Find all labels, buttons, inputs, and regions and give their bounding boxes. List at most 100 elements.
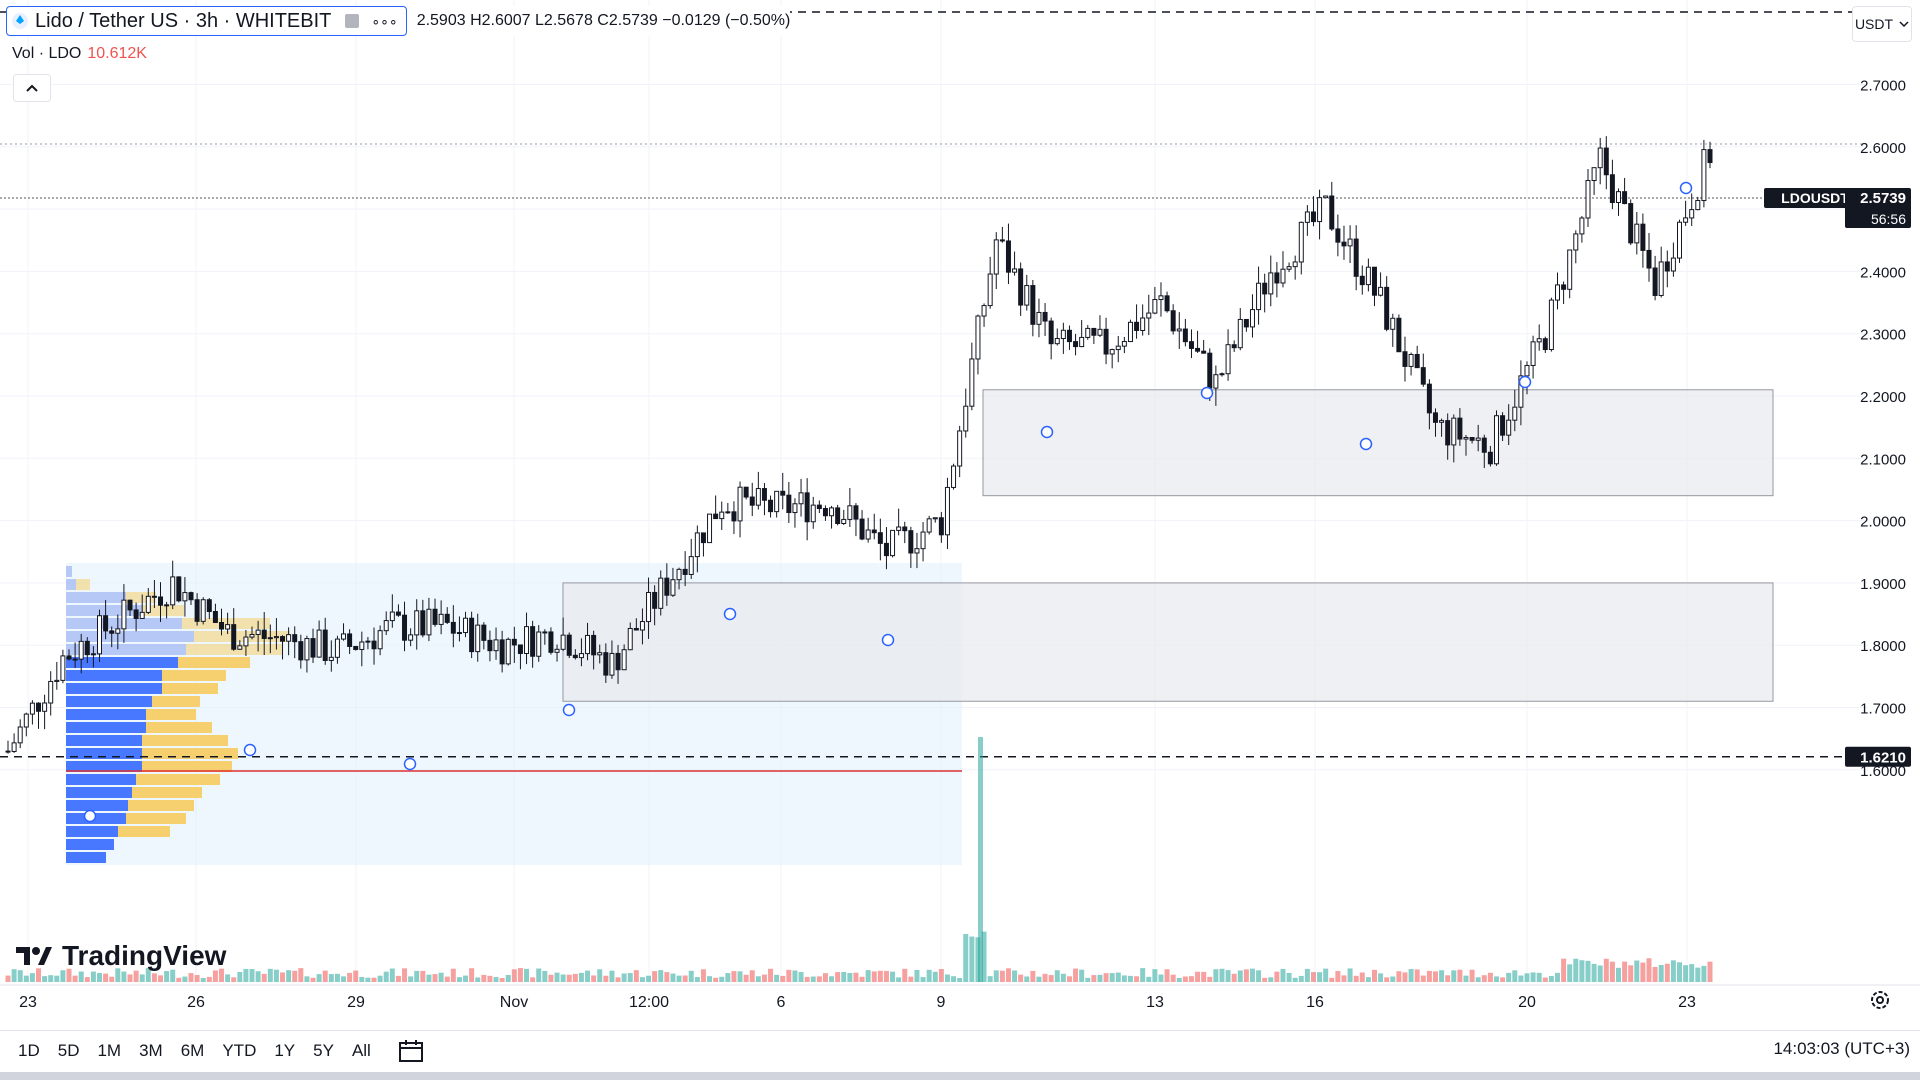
volume-bar	[1536, 972, 1542, 982]
candle-body	[103, 615, 109, 632]
candle-body	[725, 511, 731, 514]
candle-body	[1060, 329, 1066, 340]
symbol-selector[interactable]: Lido / Tether US · 3h · WHITEBIT ∘∘∘	[6, 6, 407, 36]
time-axis[interactable]: 23 26 29 Nov 12:00 6 9 13 16 20 23	[0, 984, 1920, 1011]
candle-body	[231, 624, 237, 650]
calendar-icon[interactable]	[396, 1037, 426, 1065]
price-axis[interactable]: 2.70002.60002.50002.40002.30002.20002.10…	[1764, 0, 1920, 985]
range-button-5y[interactable]: 5Y	[313, 1041, 334, 1060]
range-button-5d[interactable]: 5D	[57, 1041, 80, 1060]
candle-body	[707, 513, 713, 544]
horizontal-scrollbar[interactable]	[0, 1072, 1920, 1080]
candle-body	[420, 610, 426, 636]
volume-bar	[420, 970, 426, 982]
volume-bar	[1164, 969, 1170, 982]
candle-body	[414, 610, 420, 636]
candle-body	[1701, 149, 1707, 202]
candle-body	[1359, 275, 1365, 286]
candle-body	[926, 518, 932, 533]
candle-body	[170, 576, 176, 606]
range-button-ytd[interactable]: YTD	[222, 1041, 257, 1060]
volume-bar	[1689, 964, 1695, 982]
settings-gear-icon[interactable]	[1868, 988, 1892, 1012]
candle-body	[1207, 352, 1213, 389]
volume-bar	[1262, 977, 1268, 982]
candle-body	[176, 576, 182, 602]
candle-body	[1237, 318, 1243, 349]
volume-bar	[524, 968, 530, 982]
volume-profile-bar	[66, 852, 106, 863]
volume-profile-bar	[66, 683, 162, 694]
volume-bar	[1548, 975, 1554, 982]
candle-body	[542, 631, 548, 634]
volume-bar	[310, 977, 316, 982]
volume-bar	[1615, 967, 1621, 982]
candle-body	[273, 636, 279, 639]
candle-body	[566, 634, 572, 656]
candle-body	[585, 634, 591, 655]
volume-bar	[676, 975, 682, 982]
candle-body	[1256, 282, 1262, 311]
eye-icon[interactable]	[345, 14, 360, 28]
volume-bar	[1213, 969, 1219, 982]
candle-body	[1213, 374, 1219, 389]
collapse-legend-button[interactable]	[13, 74, 51, 102]
volume-profile-bar	[66, 670, 162, 681]
range-button-1m[interactable]: 1M	[97, 1041, 122, 1060]
volume-bar	[1109, 973, 1115, 982]
volume-bar	[652, 971, 658, 982]
volume-bar	[1237, 970, 1243, 982]
candle-body	[822, 508, 828, 517]
candle-body	[810, 504, 816, 523]
range-button-1d[interactable]: 1D	[18, 1041, 40, 1060]
clock[interactable]: 14:03:03 (UTC+3)	[1773, 1039, 1910, 1058]
volume-bar	[1365, 977, 1371, 982]
candle-body	[1481, 437, 1487, 453]
candle-body	[1347, 238, 1353, 247]
support-zone	[562, 582, 1774, 702]
volume-bar	[127, 974, 133, 982]
range-button-all[interactable]: All	[351, 1041, 371, 1060]
volume-bar	[377, 975, 383, 982]
candle-body	[90, 653, 96, 656]
candle-body	[84, 640, 90, 656]
time-tick-label: 29	[347, 994, 365, 1011]
trade-marker	[83, 809, 97, 823]
more-icon[interactable]: ∘∘∘	[371, 12, 398, 29]
volume-bar	[688, 970, 694, 982]
volume-label: Vol · LDO	[12, 45, 82, 62]
range-button-3m[interactable]: 3M	[139, 1041, 163, 1060]
currency-selector[interactable]: USDT	[1852, 6, 1912, 42]
volume-bar	[475, 977, 481, 982]
volume-profile-bar	[66, 813, 126, 824]
candle-body	[133, 609, 139, 619]
volume-bar	[334, 973, 340, 982]
candle-body	[792, 503, 798, 514]
time-tick-label: Nov	[500, 994, 528, 1011]
chart-legend: Lido / Tether US · 3h · WHITEBIT ∘∘∘ 2.5…	[6, 6, 791, 36]
zones	[562, 389, 1774, 702]
range-button-1y[interactable]: 1Y	[274, 1041, 296, 1060]
volume-bar	[1622, 961, 1628, 982]
volume-bar	[444, 976, 450, 982]
volume-bar	[627, 973, 633, 982]
volume-bar	[1317, 972, 1323, 982]
candle-body	[1335, 228, 1341, 243]
candle-body	[987, 273, 993, 307]
candle-body	[1658, 261, 1664, 296]
candle-body	[1524, 364, 1530, 377]
candle-body	[1500, 415, 1506, 436]
tradingview-logo[interactable]: TradingView	[16, 940, 226, 972]
volume-bar	[1256, 970, 1262, 982]
candle-body	[670, 579, 676, 596]
candle-body	[1262, 282, 1268, 295]
range-button-6m[interactable]: 6M	[180, 1041, 205, 1060]
volume-bar	[646, 975, 652, 982]
volume-bar	[17, 970, 23, 982]
candle-body	[517, 644, 523, 654]
time-tick-label: 23	[19, 994, 37, 1011]
candle-body	[1439, 420, 1445, 423]
volume-legend: Vol · LDO 10.612K	[12, 45, 147, 63]
candle-body	[505, 638, 511, 665]
